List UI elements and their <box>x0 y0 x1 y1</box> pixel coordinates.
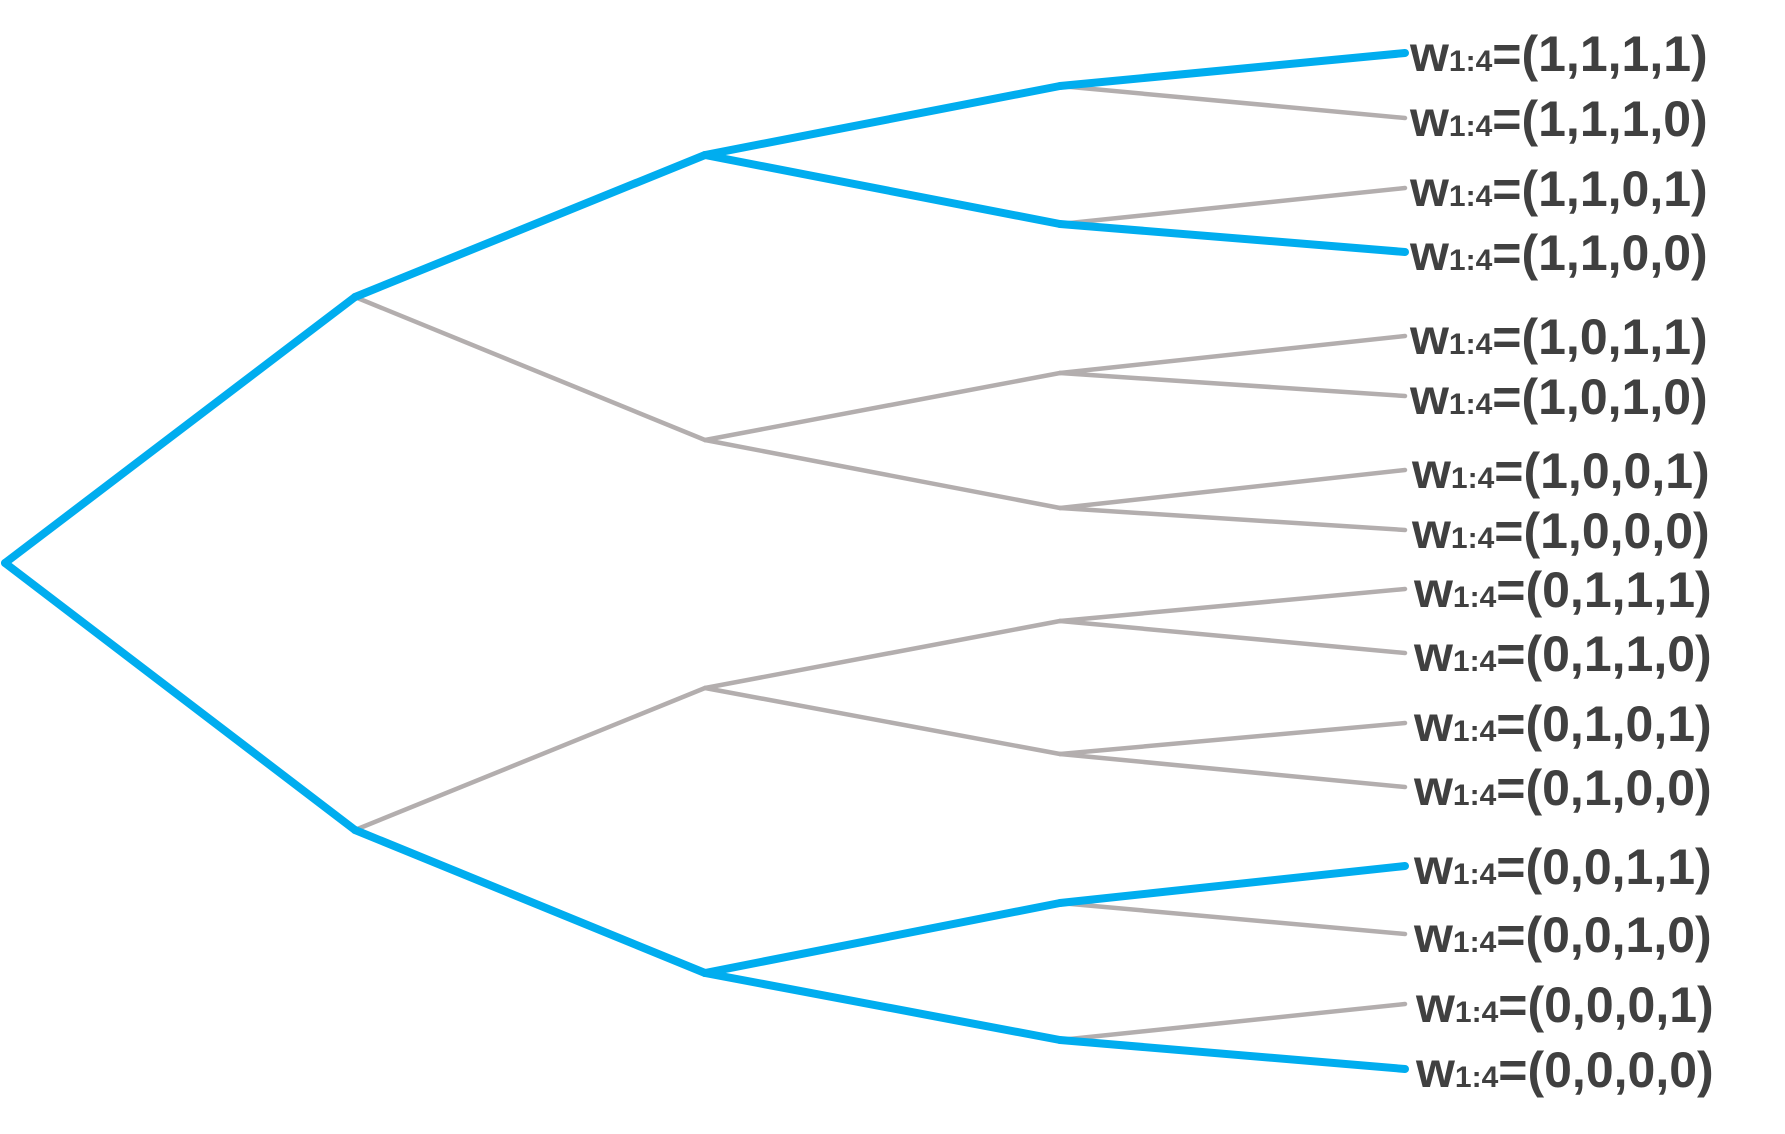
leaf-var: w <box>1413 907 1453 963</box>
tree-edge-d3-3 <box>702 437 1063 511</box>
leaf-label-13: w1:4=(0,0,1,0) <box>1413 907 1712 963</box>
leaf-value: =(0,1,1,1) <box>1496 562 1711 618</box>
leaf-label-5: w1:4=(1,0,1,0) <box>1409 369 1708 425</box>
tree-edges <box>1 49 1409 1073</box>
leaf-var: w <box>1409 369 1449 425</box>
leaf-value: =(0,0,1,1) <box>1496 839 1711 895</box>
tree-edge-d4-2 <box>1057 185 1408 227</box>
leaf-subscript: 1:4 <box>1449 388 1493 421</box>
highlighted-edge-d3-0 <box>701 82 1064 159</box>
leaf-subscript: 1:4 <box>1453 858 1497 891</box>
leaf-subscript: 1:4 <box>1455 996 1499 1029</box>
leaf-subscript: 1:4 <box>1449 45 1493 78</box>
leaf-var: w <box>1413 626 1453 682</box>
leaf-label-1: w1:4=(1,1,1,0) <box>1409 91 1708 147</box>
leaf-subscript: 1:4 <box>1449 328 1493 361</box>
leaf-var: w <box>1413 839 1453 895</box>
leaf-subscript: 1:4 <box>1453 779 1497 812</box>
leaf-value: =(1,1,1,1) <box>1492 26 1707 82</box>
leaf-value: =(1,1,0,0) <box>1492 225 1707 281</box>
highlighted-edge-d4-3 <box>1056 220 1409 256</box>
highlighted-edge-d2-3 <box>351 826 709 977</box>
leaf-subscript: 1:4 <box>1453 926 1497 959</box>
highlighted-edge-d3-7 <box>701 969 1064 1044</box>
leaf-label-9: w1:4=(0,1,1,0) <box>1413 626 1712 682</box>
leaf-var: w <box>1409 225 1449 281</box>
leaf-value: =(1,0,0,0) <box>1494 503 1709 559</box>
tree-edge-d4-13 <box>1057 900 1408 937</box>
leaf-value: =(1,0,1,1) <box>1492 309 1707 365</box>
leaf-value: =(1,1,1,0) <box>1492 91 1707 147</box>
highlighted-edge-d2-0 <box>351 151 709 301</box>
leaf-label-4: w1:4=(1,0,1,1) <box>1409 309 1708 365</box>
leaf-subscript: 1:4 <box>1453 645 1497 678</box>
leaf-value: =(1,0,0,1) <box>1494 443 1709 499</box>
highlighted-edge-d1-1 <box>1 559 359 834</box>
leaf-var: w <box>1409 26 1449 82</box>
tree-edge-d4-7 <box>1057 505 1408 533</box>
tree-edge-d4-14 <box>1057 1001 1408 1043</box>
leaf-subscript: 1:4 <box>1451 522 1495 555</box>
highlighted-edge-d3-1 <box>701 151 1064 228</box>
tree-edge-d4-8 <box>1057 586 1408 624</box>
leaf-var: w <box>1411 443 1451 499</box>
leaf-subscript: 1:4 <box>1449 110 1493 143</box>
leaf-label-12: w1:4=(0,0,1,1) <box>1413 839 1712 895</box>
tree-edge-d3-5 <box>702 685 1063 757</box>
highlighted-edge-d4-12 <box>1056 862 1409 907</box>
leaf-value: =(0,1,0,0) <box>1496 760 1711 816</box>
highlighted-edge-d4-0 <box>1056 49 1409 90</box>
leaf-value: =(0,1,0,1) <box>1496 696 1711 752</box>
leaf-var: w <box>1409 309 1449 365</box>
leaf-label-10: w1:4=(0,1,0,1) <box>1413 696 1712 752</box>
leaf-subscript: 1:4 <box>1449 244 1493 277</box>
leaf-value: =(0,0,1,0) <box>1496 907 1711 963</box>
highlighted-edge-d4-15 <box>1056 1036 1409 1073</box>
leaf-var: w <box>1415 977 1455 1033</box>
highlighted-edge-d3-6 <box>701 899 1064 977</box>
leaf-labels: w1:4=(1,1,1,1)w1:4=(1,1,1,0)w1:4=(1,1,0,… <box>1409 26 1714 1098</box>
tree-edge-d4-10 <box>1057 720 1408 757</box>
leaf-var: w <box>1409 161 1449 217</box>
tree-edge-d2-1 <box>352 294 708 443</box>
leaf-var: w <box>1413 562 1453 618</box>
leaf-var: w <box>1411 503 1451 559</box>
leaf-var: w <box>1413 696 1453 752</box>
leaf-value: =(1,0,1,0) <box>1492 369 1707 425</box>
tree-edge-d4-1 <box>1057 83 1408 121</box>
tree-edge-d4-6 <box>1057 467 1408 511</box>
leaf-label-6: w1:4=(1,0,0,1) <box>1411 443 1710 499</box>
leaf-var: w <box>1413 760 1453 816</box>
leaf-subscript: 1:4 <box>1451 462 1495 495</box>
leaf-label-8: w1:4=(0,1,1,1) <box>1413 562 1712 618</box>
highlighted-edge-d1-0 <box>1 293 359 567</box>
leaf-subscript: 1:4 <box>1449 180 1493 213</box>
tree-edge-d4-11 <box>1057 751 1408 790</box>
leaf-label-14: w1:4=(0,0,0,1) <box>1415 977 1714 1033</box>
leaf-value: =(0,0,0,1) <box>1498 977 1713 1033</box>
tree-edge-d2-2 <box>352 685 708 833</box>
leaf-value: =(1,1,0,1) <box>1492 161 1707 217</box>
leaf-var: w <box>1409 91 1449 147</box>
tree-edge-d4-4 <box>1057 333 1408 376</box>
tree-edge-d4-5 <box>1057 370 1408 399</box>
leaf-label-15: w1:4=(0,0,0,0) <box>1415 1042 1714 1098</box>
leaf-label-11: w1:4=(0,1,0,0) <box>1413 760 1712 816</box>
leaf-label-3: w1:4=(1,1,0,0) <box>1409 225 1708 281</box>
leaf-subscript: 1:4 <box>1453 715 1497 748</box>
leaf-subscript: 1:4 <box>1453 581 1497 614</box>
leaf-var: w <box>1415 1042 1455 1098</box>
leaf-label-2: w1:4=(1,1,0,1) <box>1409 161 1708 217</box>
tree-edge-d3-4 <box>702 618 1063 691</box>
leaf-label-7: w1:4=(1,0,0,0) <box>1411 503 1710 559</box>
leaf-subscript: 1:4 <box>1455 1061 1499 1094</box>
tree-edge-d4-9 <box>1057 618 1408 656</box>
leaf-value: =(0,0,0,0) <box>1498 1042 1713 1098</box>
tree-edge-d3-2 <box>702 370 1063 443</box>
leaf-label-0: w1:4=(1,1,1,1) <box>1409 26 1708 82</box>
leaf-value: =(0,1,1,0) <box>1496 626 1711 682</box>
